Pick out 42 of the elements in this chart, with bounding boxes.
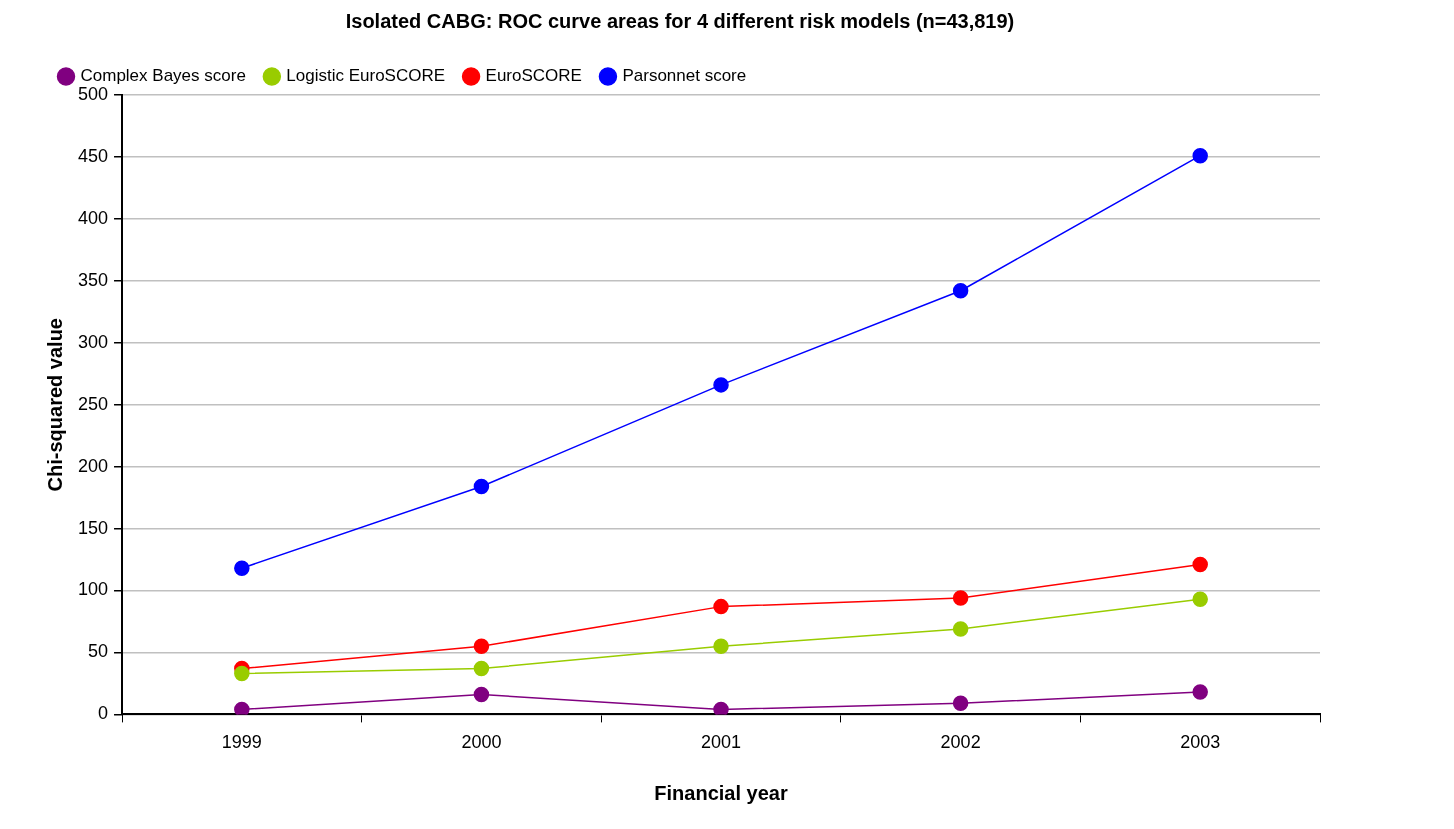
point — [713, 598, 729, 615]
y-tick-label: 200 — [77, 455, 109, 476]
y-tick-label: 500 — [77, 83, 109, 104]
y-tick-label: 0 — [98, 703, 109, 724]
point — [713, 638, 729, 655]
y-tick-label: 300 — [77, 331, 109, 352]
y-tick-label: 250 — [77, 393, 109, 414]
x-tick-label: 2003 — [1180, 732, 1221, 753]
x-tick-label: 2002 — [940, 732, 981, 753]
x-tick-label: 1999 — [221, 732, 262, 753]
chart-title: Isolated CABG: ROC curve areas for 4 different risk models (n=43,819) — [345, 9, 1015, 32]
point — [234, 560, 250, 576]
point — [952, 282, 969, 299]
point — [952, 590, 969, 606]
point — [473, 478, 490, 495]
legend-label: Complex Bayes score — [80, 66, 246, 86]
point — [1192, 684, 1208, 700]
point — [234, 701, 250, 715]
point — [234, 665, 250, 682]
point — [473, 660, 490, 677]
y-tick-label: 100 — [77, 579, 109, 600]
point — [952, 695, 969, 711]
point — [713, 701, 729, 715]
x-tick-label: 2000 — [461, 732, 502, 753]
point — [713, 377, 729, 393]
legend-label: EuroSCORE — [485, 66, 582, 86]
y-axis-title: Chi-squared value — [43, 318, 66, 492]
point — [952, 621, 969, 637]
y-tick-label: 50 — [88, 641, 109, 662]
point — [1192, 591, 1208, 607]
x-tick-label: 2001 — [700, 732, 742, 753]
y-tick-label: 400 — [77, 207, 109, 228]
y-tick-label: 350 — [77, 269, 109, 290]
legend-label: Parsonnet score — [622, 66, 747, 86]
point — [1192, 556, 1208, 573]
y-tick-label: 150 — [77, 517, 109, 538]
point — [473, 638, 490, 655]
point — [473, 686, 490, 703]
legend-label: Logistic EuroSCORE — [286, 66, 446, 86]
x-axis-title: Financial year — [654, 781, 788, 804]
point — [1192, 147, 1208, 164]
y-tick-label: 450 — [77, 145, 109, 166]
